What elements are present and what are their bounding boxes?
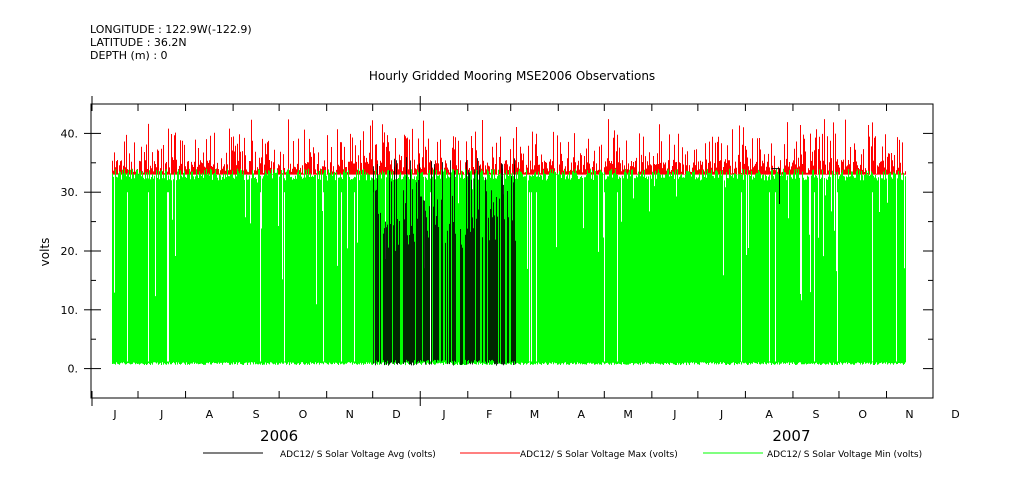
x-month-label: A [206, 408, 214, 421]
x-month-label: D [392, 408, 400, 421]
y-tick-label: 10. [61, 304, 79, 317]
legend-label: ADC12/ S Solar Voltage Max (volts) [520, 450, 678, 460]
x-month-label: A [578, 408, 586, 421]
x-month-label: J [719, 408, 723, 421]
x-month-label: J [441, 408, 445, 421]
y-tick-label: 20. [61, 245, 79, 258]
x-month-label: M [530, 408, 540, 421]
legend: ADC12/ S Solar Voltage Avg (volts) ADC12/… [203, 450, 922, 460]
longitude-label: LONGITUDE : 122.9W(-122.9) [90, 23, 252, 36]
x-month-label: F [486, 408, 492, 421]
series-max-trace [112, 119, 906, 175]
x-month-label: N [905, 408, 913, 421]
x-month-label: D [951, 408, 959, 421]
x-month-label: O [299, 408, 308, 421]
legend-label: ADC12/ S Solar Voltage Avg (volts) [280, 450, 436, 460]
chart-title: Hourly Gridded Mooring MSE2006 Observati… [369, 69, 655, 83]
x-month-label: M [623, 408, 633, 421]
x-month-label: N [346, 408, 354, 421]
x-year-label: 2006 [260, 427, 298, 445]
y-tick-label: 0. [68, 363, 79, 376]
x-month-label: J [112, 408, 116, 421]
latitude-label: LATITUDE : 36.2N [90, 36, 187, 49]
y-axis-label-group: volts [38, 238, 52, 267]
data-layer [112, 119, 906, 366]
series-avg-trace [373, 157, 516, 366]
x-month-label: S [812, 408, 819, 421]
y-tick-label: 30. [61, 186, 79, 199]
y-axis-label: volts [38, 238, 52, 267]
x-month-label: S [253, 408, 260, 421]
y-tick-label: 40. [61, 127, 79, 140]
depth-label: DEPTH (m) : 0 [90, 49, 168, 62]
x-month-label: O [858, 408, 867, 421]
axis-layer: 0. 10. 20. 30. 40. J J A S O N D J F M A M J J A S O N D 2006 200… [61, 96, 960, 445]
x-month-label: J [672, 408, 676, 421]
x-year-label: 2007 [772, 427, 810, 445]
x-month-label: J [159, 408, 163, 421]
x-month-label: A [765, 408, 773, 421]
series-avg-segment [771, 168, 780, 204]
legend-label: ADC12/ S Solar Voltage Min (volts) [767, 450, 922, 460]
